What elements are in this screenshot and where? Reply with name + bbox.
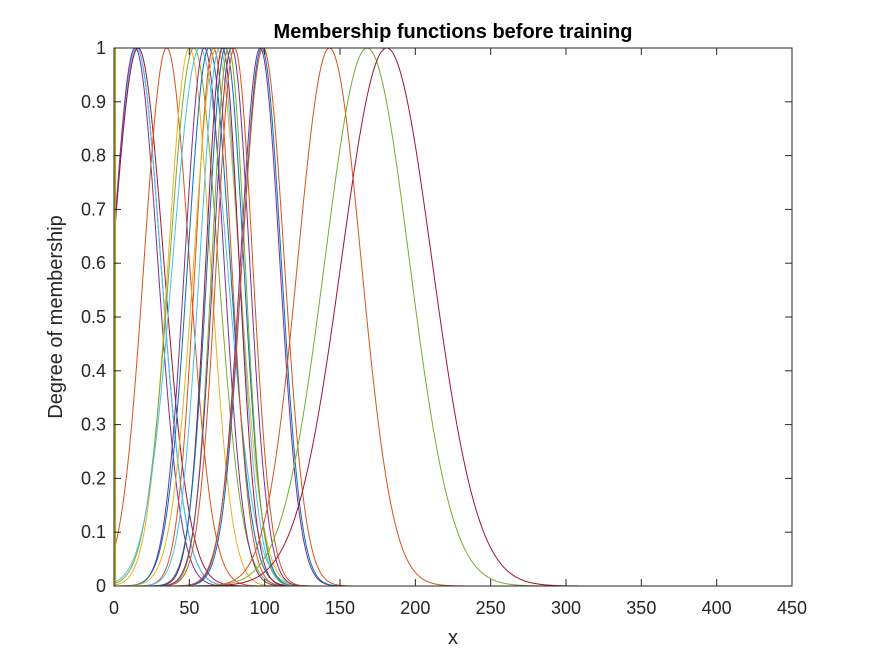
y-tick-label-0.9: 0.9 (81, 92, 106, 112)
y-tick-label-0.1: 0.1 (81, 522, 106, 542)
y-axis-label: Degree of membership (45, 215, 67, 418)
x-tick-label-400: 400 (702, 598, 732, 618)
x-tick-label-100: 100 (250, 598, 280, 618)
x-tick-label-200: 200 (400, 598, 430, 618)
y-tick-label-0.7: 0.7 (81, 199, 106, 219)
y-tick-label-0.4: 0.4 (81, 361, 106, 381)
x-tick-label-450: 450 (777, 598, 807, 618)
y-tick-label-0.8: 0.8 (81, 146, 106, 166)
chart-title: Membership functions before training (274, 21, 633, 43)
y-tick-label-0.6: 0.6 (81, 253, 106, 273)
x-tick-label-300: 300 (551, 598, 581, 618)
y-tick-label-0.5: 0.5 (81, 307, 106, 327)
x-axis-label: x (448, 627, 458, 649)
y-tick-label-1: 1 (96, 38, 106, 58)
x-tick-label-350: 350 (626, 598, 656, 618)
x-tick-label-150: 150 (325, 598, 355, 618)
y-tick-label-0.3: 0.3 (81, 415, 106, 435)
x-tick-label-50: 50 (179, 598, 199, 618)
y-tick-label-0: 0 (96, 576, 106, 596)
y-tick-label-0.2: 0.2 (81, 468, 106, 488)
x-tick-label-0: 0 (109, 598, 119, 618)
x-tick-label-250: 250 (476, 598, 506, 618)
ticks-layer: 0 50 100 150 200 250 300 350 400 450 0 0.1 0.2 0.3 0.4… (81, 38, 807, 618)
